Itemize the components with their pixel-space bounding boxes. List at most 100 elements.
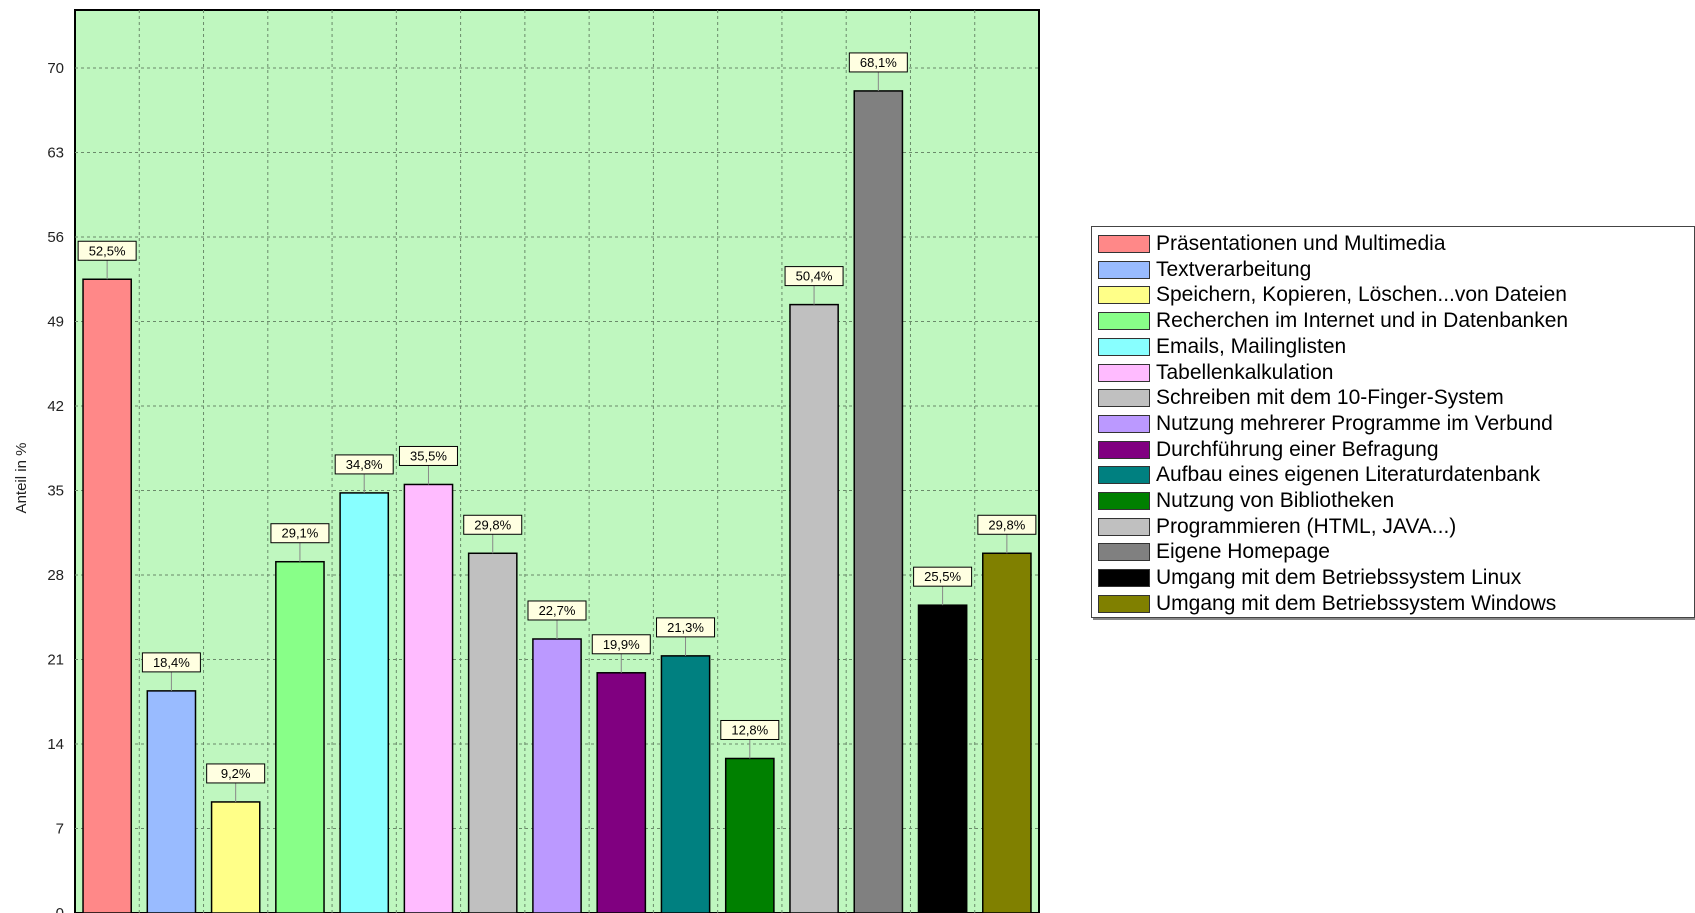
legend-item: Schreiben mit dem 10-Finger-System (1098, 385, 1504, 411)
bar (403, 483, 454, 913)
y-tick-label: 42 (47, 398, 64, 415)
data-label-box (206, 763, 266, 784)
legend-item: Durchführung einer Befragung (1098, 437, 1439, 463)
data-label-box (913, 566, 973, 587)
legend-label: Präsentationen und Multimedia (1156, 232, 1446, 255)
bar (467, 552, 518, 913)
legend-label: Emails, Mailinglisten (1156, 334, 1347, 358)
legend-item: Nutzung von Bibliotheken (1098, 488, 1394, 514)
data-label: 9,2% (221, 766, 251, 781)
bar (82, 278, 132, 913)
data-label-box (784, 266, 844, 287)
bar (917, 604, 968, 913)
y-tick-label: 49 (47, 314, 64, 331)
data-label: 29,8% (474, 517, 511, 532)
bar (146, 690, 197, 913)
data-label-box (398, 445, 458, 466)
legend-item: Tabellenkalkulation (1098, 360, 1333, 386)
legend-label: Aufbau eines eigenen Literaturdatenbank (1156, 463, 1541, 487)
bar (853, 90, 904, 913)
legend-swatch (1098, 286, 1150, 305)
data-label: 21,3% (667, 620, 704, 635)
legend-label: Speichern, Kopieren, Löschen...von Datei… (1156, 283, 1567, 307)
legend-swatch (1098, 440, 1150, 459)
data-label: 35,5% (410, 448, 447, 463)
legend-swatch (1098, 414, 1150, 433)
data-label-box (77, 240, 137, 261)
bar (724, 757, 775, 913)
data-labels: 52,5% 18,4% 9,2% 29,1% 34,8% 35,5% 29,8% 22,7% 1… (77, 52, 1037, 802)
y-tick-label: 28 (47, 567, 64, 584)
legend-label: Nutzung mehrerer Programme im Verbund (1156, 411, 1553, 435)
legend-item: Emails, Mailinglisten (1098, 334, 1346, 360)
data-label-box (141, 652, 201, 673)
legend-item: Nutzung mehrerer Programme im Verbund (1098, 411, 1553, 437)
legend-label: Nutzung von Bibliotheken (1156, 489, 1395, 512)
data-label: 25,5% (924, 569, 961, 584)
legend: Präsentationen und Multimedia Textverarbe… (1091, 226, 1695, 618)
legend-label: Eigene Homepage (1156, 540, 1330, 564)
legend-label: Tabellenkalkulation (1156, 360, 1334, 384)
data-label: 50,4% (796, 269, 833, 284)
data-label: 18,4% (153, 655, 190, 670)
data-label: 52,5% (89, 243, 126, 258)
legend-label: Textverarbeitung (1156, 257, 1312, 281)
legend-swatch (1098, 312, 1150, 331)
legend-label: Schreiben mit dem 10-Finger-System (1156, 386, 1504, 410)
legend-swatch (1098, 389, 1150, 408)
bar (789, 303, 839, 913)
data-label: 22,7% (539, 603, 576, 618)
data-label: 19,9% (603, 637, 640, 652)
y-tick-label: 0 (56, 905, 64, 913)
legend-swatch (1098, 363, 1150, 382)
y-tick-label: 56 (47, 229, 64, 246)
y-tick-label: 14 (47, 736, 64, 753)
legend-item: Textverarbeitung (1098, 257, 1311, 283)
legend-label: Umgang mit dem Betriebssystem Windows (1156, 591, 1557, 615)
bar (275, 560, 325, 913)
legend-swatch (1098, 492, 1150, 510)
legend-swatch (1098, 517, 1150, 536)
data-label: 12,8% (731, 722, 768, 737)
legend-item: Präsentationen und Multimedia (1098, 231, 1446, 257)
data-label-box (527, 600, 587, 621)
data-label-box (463, 514, 523, 535)
legend-item: Speichern, Kopieren, Löschen...von Datei… (1098, 282, 1567, 308)
y-tick-label: 63 (47, 145, 64, 162)
bar (596, 672, 647, 913)
data-label-box (656, 617, 716, 638)
bar (532, 638, 582, 913)
bar (982, 552, 1032, 913)
legend-item: Umgang mit dem Betriebssystem Windows (1098, 591, 1556, 617)
y-axis-title: Anteil in % (13, 443, 30, 514)
data-label-box (720, 719, 780, 740)
data-label-box (848, 52, 908, 73)
legend-label: Programmieren (HTML, JAVA...) (1156, 514, 1457, 538)
y-axis-ticks: 0 7 14 21 28 35 42 49 56 63 70 (47, 60, 64, 913)
bar (660, 655, 711, 913)
legend-label: Durchführung einer Befragung (1156, 437, 1439, 461)
legend-item: Eigene Homepage (1098, 539, 1330, 565)
legend-swatch (1098, 466, 1150, 485)
y-tick-label: 70 (47, 60, 64, 77)
data-label: 68,1% (860, 55, 897, 70)
legend-item: Programmieren (HTML, JAVA...) (1098, 514, 1456, 540)
legend-swatch (1098, 543, 1150, 562)
legend-item: Umgang mit dem Betriebssystem Linux (1098, 565, 1521, 591)
bar (210, 801, 261, 913)
data-label-box (334, 454, 394, 475)
y-tick-label: 21 (47, 652, 64, 669)
bar (339, 492, 390, 913)
y-tick-label: 7 (56, 821, 64, 838)
legend-swatch (1098, 337, 1150, 356)
data-label: 34,8% (346, 457, 383, 472)
bars (82, 90, 1032, 913)
legend-swatch (1098, 260, 1150, 279)
legend-swatch (1098, 569, 1150, 588)
legend-label: Recherchen im Internet und in Datenbanke… (1156, 309, 1569, 333)
legend-item: Recherchen im Internet und in Datenbanke… (1098, 308, 1568, 334)
legend-swatch (1098, 235, 1150, 253)
y-tick-label: 35 (47, 483, 64, 500)
data-label-box (270, 523, 330, 544)
